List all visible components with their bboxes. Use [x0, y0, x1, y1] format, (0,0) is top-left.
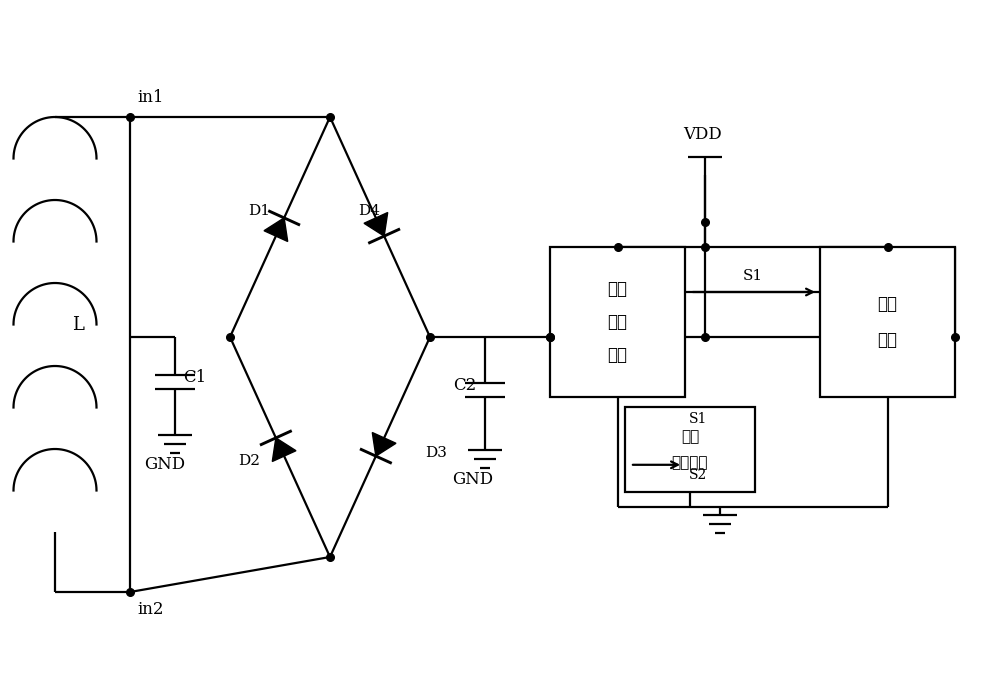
Text: 信号: 信号: [681, 429, 699, 444]
Bar: [625, 407, 755, 492]
Text: in2: in2: [137, 601, 164, 618]
Text: D2: D2: [238, 454, 260, 468]
Text: 信号: 信号: [608, 280, 628, 298]
Text: S1: S1: [742, 269, 763, 283]
Text: L: L: [72, 315, 84, 333]
Text: GND: GND: [144, 456, 186, 473]
Text: S2: S2: [689, 468, 707, 482]
Text: S1: S1: [689, 412, 707, 425]
Bar: [550, 247, 685, 397]
Polygon shape: [364, 212, 388, 236]
Text: C1: C1: [183, 369, 206, 386]
Text: D3: D3: [425, 446, 447, 460]
Text: 泄流: 泄流: [878, 295, 898, 313]
Polygon shape: [272, 438, 296, 462]
Text: C2: C2: [453, 376, 476, 394]
Text: D4: D4: [358, 204, 380, 218]
Text: 电路: 电路: [878, 331, 898, 349]
Text: 处理电路: 处理电路: [672, 455, 708, 470]
Polygon shape: [264, 218, 288, 242]
Text: GND: GND: [452, 471, 494, 488]
Text: 电路: 电路: [608, 346, 628, 364]
Text: in1: in1: [137, 89, 164, 106]
Text: 产生: 产生: [608, 313, 628, 331]
Text: D1: D1: [248, 204, 270, 218]
Polygon shape: [372, 433, 396, 456]
Bar: [820, 247, 955, 397]
Text: VDD: VDD: [683, 126, 722, 143]
